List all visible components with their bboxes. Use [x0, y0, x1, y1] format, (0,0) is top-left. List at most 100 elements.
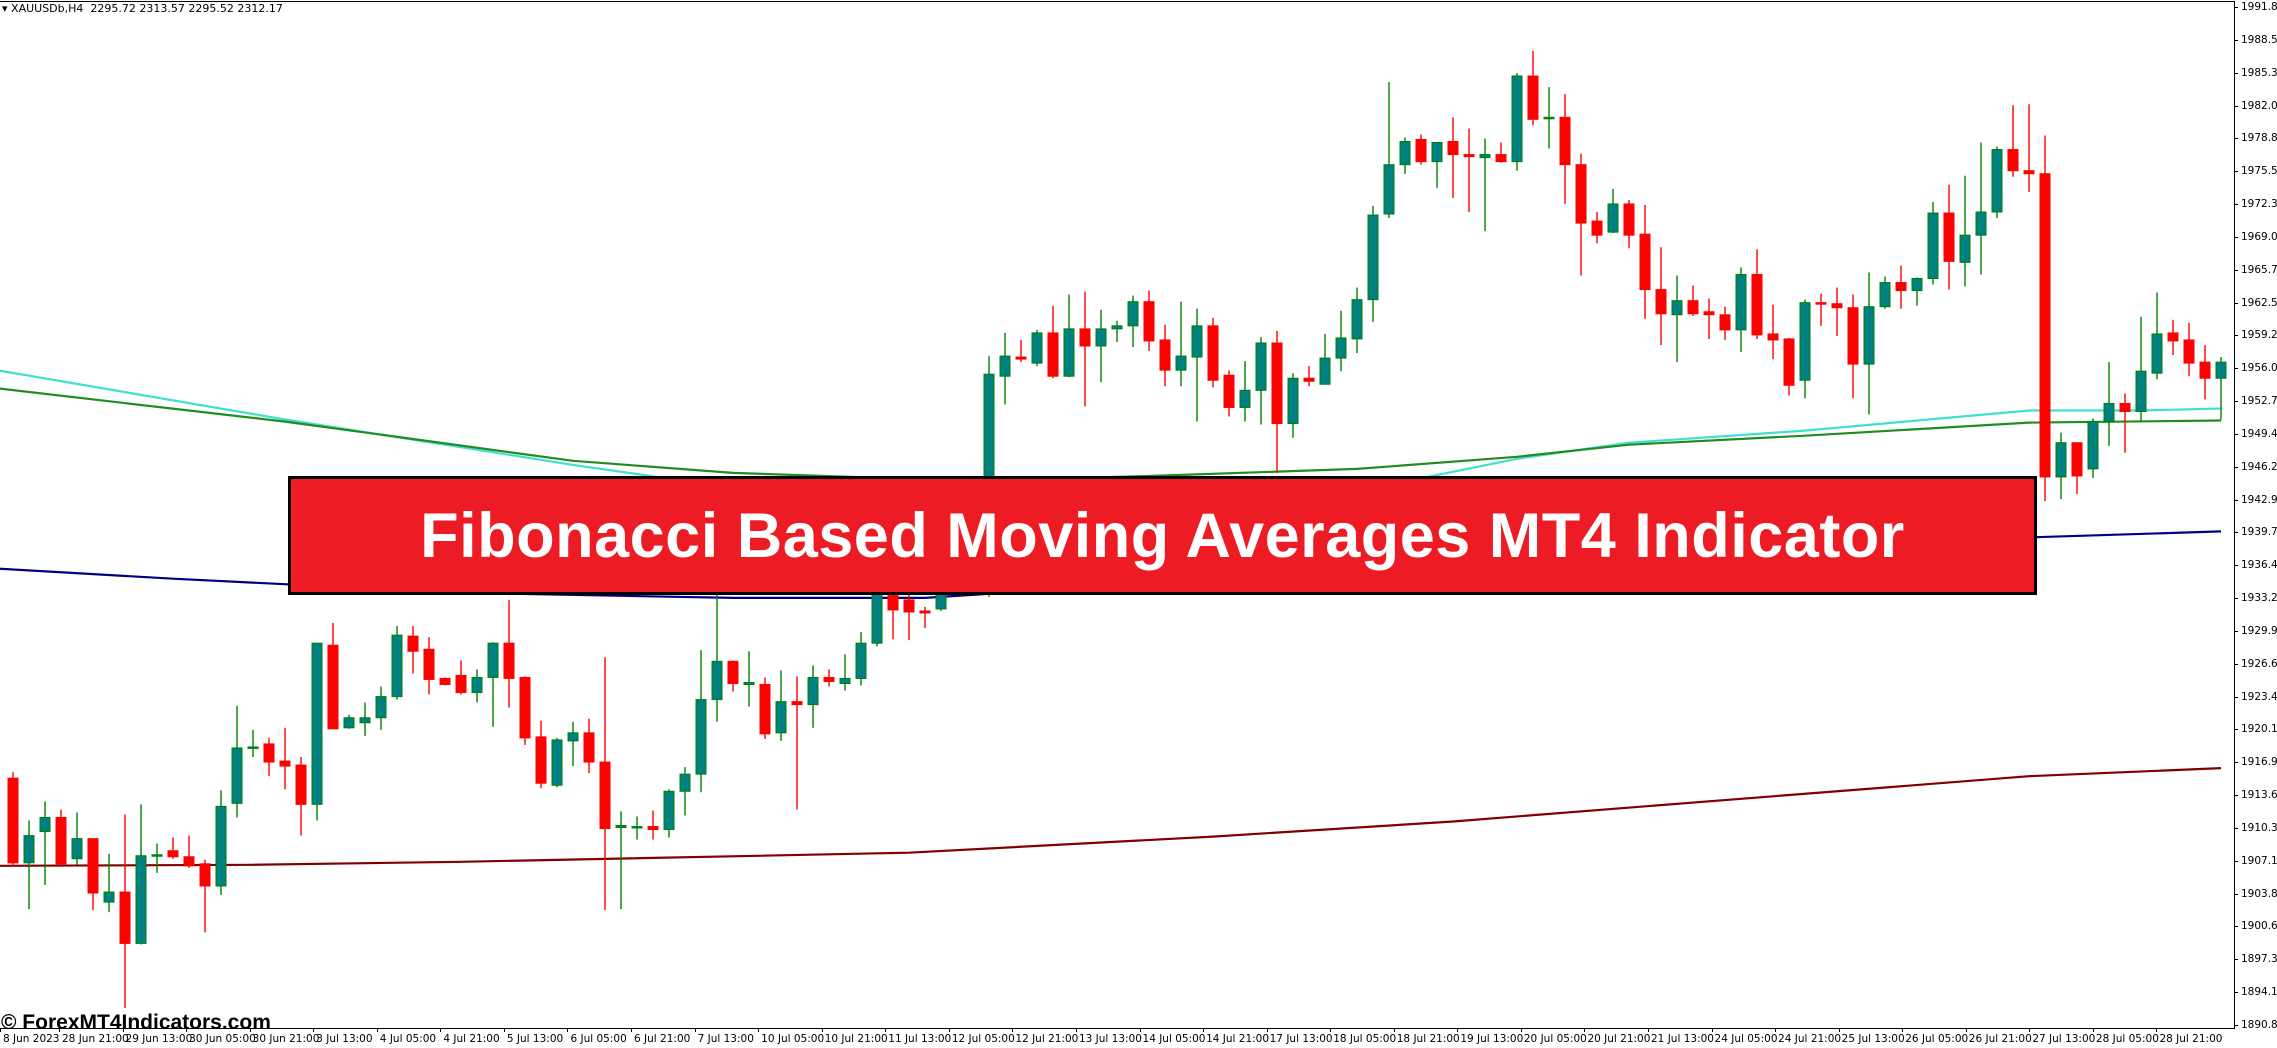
price-label: 1969.00: [2241, 231, 2277, 244]
candle-body: [295, 764, 307, 805]
candle-body: [2215, 361, 2227, 379]
candle-body: [791, 701, 803, 706]
time-label: 29 Jun 13:00: [125, 1033, 193, 1045]
candle-body: [663, 790, 675, 831]
candle: [1591, 212, 1603, 244]
candle-body: [103, 891, 115, 903]
candle-body: [615, 825, 627, 829]
candle-body: [231, 747, 243, 804]
price-label: 1975.55: [2241, 165, 2277, 178]
candle: [1639, 204, 1651, 319]
candle-body: [2055, 442, 2067, 478]
triangle-down-icon[interactable]: ▾: [2, 2, 12, 15]
time-tick: [631, 1028, 633, 1032]
time-label: 28 Jun 21:00: [62, 1033, 129, 1045]
candle: [1735, 267, 1747, 353]
moving-averages: [0, 369, 2222, 867]
candle-body: [503, 642, 515, 679]
candle-body: [55, 816, 67, 865]
candle: [1991, 146, 2003, 219]
candle-body: [695, 699, 707, 775]
time-tick: [313, 1028, 315, 1032]
candle: [1975, 142, 1987, 275]
candle-body: [1159, 339, 1171, 371]
time-tick: [1775, 1028, 1777, 1032]
moving-average-line-4: [0, 767, 2222, 867]
candle-body: [375, 696, 387, 719]
price-label: 1982.05: [2241, 99, 2277, 112]
price-tick: [2234, 663, 2238, 665]
candle: [999, 332, 1011, 405]
candle-body: [1879, 282, 1891, 308]
time-tick: [1330, 1028, 1332, 1032]
time-tick: [503, 1028, 505, 1032]
candle: [359, 702, 371, 736]
candle-body: [807, 676, 819, 706]
candle-body: [1063, 328, 1075, 377]
candle: [199, 859, 211, 933]
candle-body: [2071, 442, 2083, 477]
time-label: 30 Jun 05:00: [189, 1033, 256, 1045]
time-label: 6 Jul 05:00: [570, 1033, 627, 1045]
price-chart[interactable]: [0, 0, 2234, 1028]
candle-body: [855, 642, 867, 679]
candle-body: [1655, 289, 1667, 315]
time-label: 18 Jul 05:00: [1333, 1033, 1397, 1045]
candle: [1463, 128, 1475, 213]
time-tick: [1266, 1028, 1268, 1032]
candle-body: [39, 816, 51, 833]
candle-body: [1799, 302, 1811, 381]
candle: [1319, 333, 1331, 385]
candle-body: [1447, 140, 1459, 156]
candle-body: [887, 594, 899, 611]
candle-body: [2119, 402, 2131, 412]
time-tick: [1139, 1028, 1141, 1032]
price-tick: [2234, 762, 2238, 764]
price-label: 1920.15: [2241, 723, 2277, 736]
price-tick: [2234, 7, 2238, 8]
candle-body: [743, 681, 755, 685]
candle-body: [1927, 212, 1939, 280]
candle: [1575, 153, 1587, 276]
candle-body: [2023, 170, 2035, 175]
time-label: 28 Jul 21:00: [2159, 1033, 2223, 1045]
candle-body: [1111, 325, 1123, 330]
time-label: 24 Jul 21:00: [1778, 1033, 1842, 1045]
candle: [375, 686, 387, 730]
time-tick: [758, 1028, 760, 1032]
price-label: 1952.75: [2241, 394, 2277, 407]
candle: [39, 801, 51, 885]
candle-body: [2007, 149, 2019, 172]
price-label: 1988.55: [2241, 34, 2277, 47]
time-tick: [440, 1028, 442, 1032]
price-label: 1897.35: [2241, 953, 2277, 965]
candle: [1527, 50, 1539, 126]
candle: [1863, 272, 1875, 415]
price-label: 1936.45: [2241, 559, 2277, 572]
price-label: 1991.85: [2241, 1, 2277, 13]
price-axis-line: [2234, 1, 2235, 1029]
price-tick: [2234, 565, 2238, 567]
candle-body: [1367, 214, 1379, 301]
time-label: 25 Jul 13:00: [1841, 1033, 1905, 1045]
candle-body: [631, 826, 643, 829]
candle: [791, 676, 803, 810]
price-tick: [2234, 302, 2238, 304]
candle-body: [1303, 377, 1315, 382]
candle: [503, 599, 515, 708]
candle: [1047, 305, 1059, 379]
candle-body: [1271, 342, 1283, 425]
time-label: 13 Jul 13:00: [1078, 1033, 1142, 1045]
candle-body: [1383, 164, 1395, 215]
candle: [2135, 316, 2147, 421]
time-label: 17 Jul 13:00: [1269, 1033, 1333, 1045]
candle: [1239, 361, 1251, 422]
candle-body: [1911, 278, 1923, 292]
price-label: 1903.85: [2241, 887, 2277, 900]
candle-body: [1575, 164, 1587, 224]
candle-body: [135, 855, 147, 944]
candle-body: [1431, 141, 1443, 163]
price-tick: [2234, 466, 2238, 468]
time-tick: [376, 1028, 378, 1032]
candle-body: [1639, 233, 1651, 291]
